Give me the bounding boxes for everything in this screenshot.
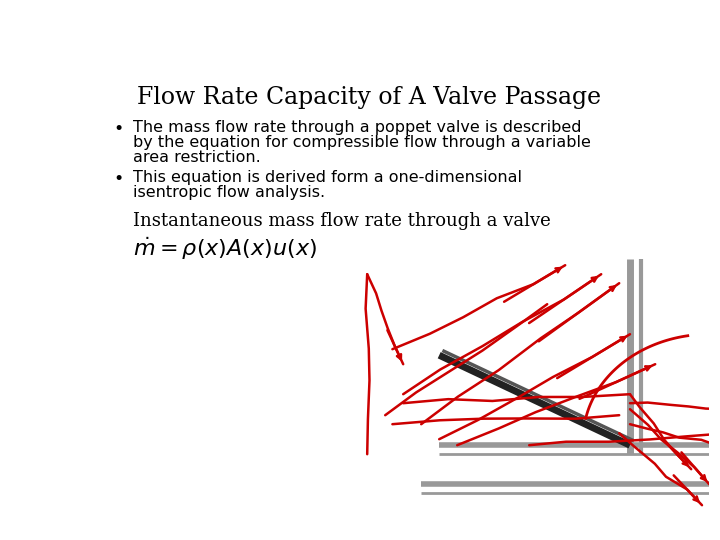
Text: The mass flow rate through a poppet valve is described: The mass flow rate through a poppet valv…	[132, 120, 581, 135]
Text: •: •	[113, 120, 124, 138]
Text: •: •	[113, 170, 124, 188]
Text: This equation is derived form a one-dimensional: This equation is derived form a one-dime…	[132, 170, 521, 185]
Text: area restriction.: area restriction.	[132, 150, 261, 165]
Text: Instantaneous mass flow rate through a valve: Instantaneous mass flow rate through a v…	[132, 212, 550, 230]
Text: isentropic flow analysis.: isentropic flow analysis.	[132, 185, 325, 200]
Text: Flow Rate Capacity of A Valve Passage: Flow Rate Capacity of A Valve Passage	[137, 86, 601, 110]
Text: by the equation for compressible flow through a variable: by the equation for compressible flow th…	[132, 135, 590, 150]
Text: $\dot{m} = \rho(x)A(x)u(x)$: $\dot{m} = \rho(x)A(x)u(x)$	[132, 235, 317, 262]
